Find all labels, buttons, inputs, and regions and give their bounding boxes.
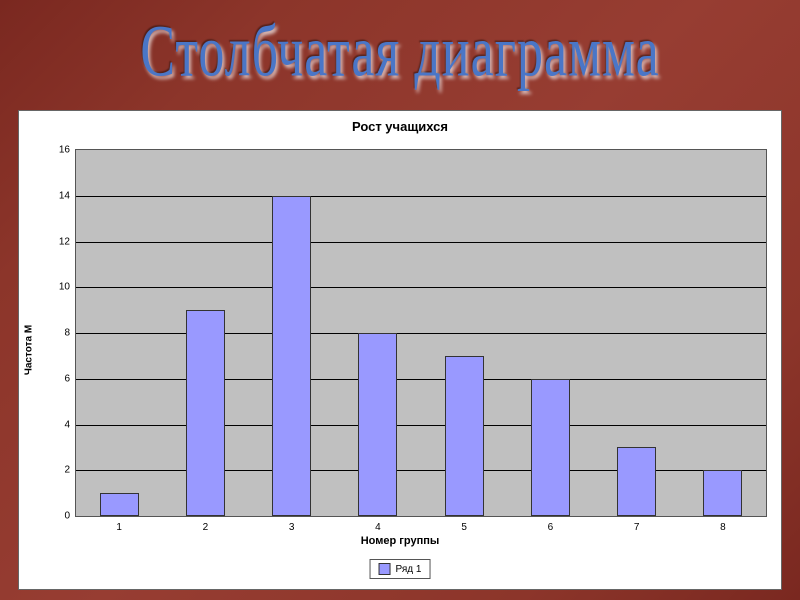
gridline — [76, 196, 766, 197]
ytick-label: 6 — [64, 373, 70, 384]
bar — [531, 379, 570, 516]
ytick-label: 10 — [59, 282, 70, 293]
plot-area: 024681012141612345678 — [75, 149, 767, 517]
ytick-label: 12 — [59, 236, 70, 247]
x-axis-title: Номер группы — [361, 535, 440, 547]
xtick-label: 3 — [289, 522, 295, 533]
ytick-label: 0 — [64, 511, 70, 522]
bar — [703, 470, 742, 516]
bar — [445, 356, 484, 516]
xtick-label: 2 — [203, 522, 209, 533]
xtick-label: 8 — [720, 522, 726, 533]
xtick-label: 4 — [375, 522, 381, 533]
xtick-label: 7 — [634, 522, 640, 533]
gridline — [76, 379, 766, 380]
plot-wrapper: 024681012141612345678 — [75, 149, 767, 517]
bar — [617, 447, 656, 516]
legend-label: Ряд 1 — [396, 564, 422, 575]
bar — [272, 196, 311, 516]
gridline — [76, 287, 766, 288]
bar — [186, 310, 225, 516]
bar — [100, 493, 139, 516]
legend-swatch — [379, 563, 391, 575]
xtick-label: 6 — [548, 522, 554, 533]
bar — [358, 333, 397, 516]
legend: Ряд 1 — [370, 559, 431, 579]
y-axis-title: Частота М — [24, 325, 35, 375]
chart-title: Рост учащихся — [19, 111, 781, 140]
chart-container: Рост учащихся Частота М 0246810121416123… — [18, 110, 782, 590]
gridline — [76, 425, 766, 426]
gridline — [76, 333, 766, 334]
ytick-label: 4 — [64, 419, 70, 430]
ytick-label: 14 — [59, 190, 70, 201]
gridline — [76, 242, 766, 243]
ytick-label: 16 — [59, 145, 70, 156]
gridline — [76, 470, 766, 471]
ytick-label: 8 — [64, 328, 70, 339]
xtick-label: 5 — [461, 522, 467, 533]
ytick-label: 2 — [64, 465, 70, 476]
xtick-label: 1 — [116, 522, 122, 533]
slide-title: Столбчатая диаграмма — [0, 0, 800, 99]
